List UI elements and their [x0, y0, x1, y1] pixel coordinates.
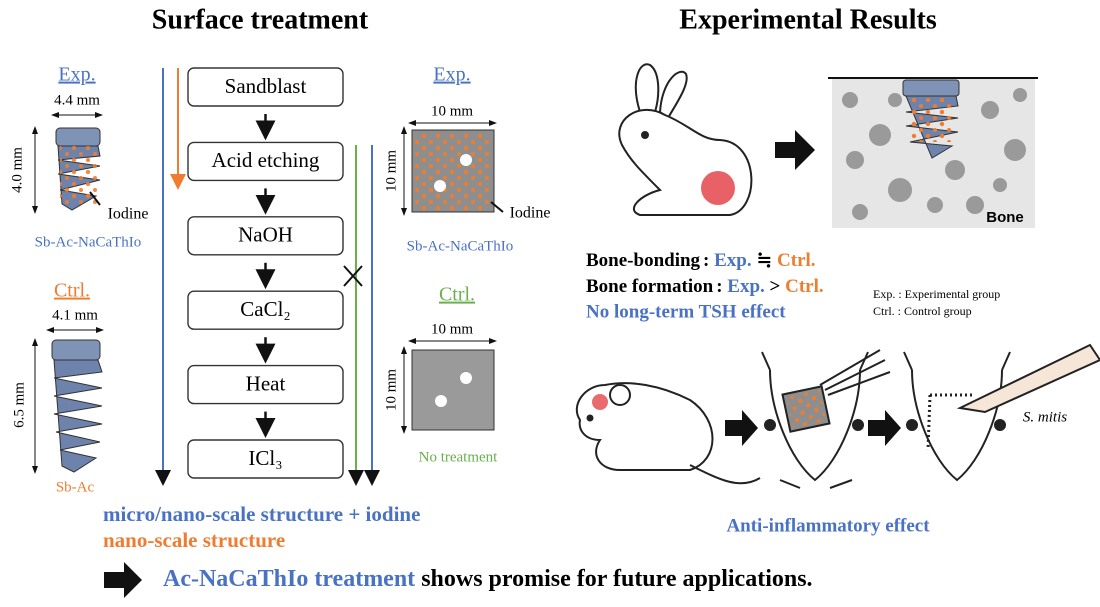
step-box	[187, 67, 344, 107]
arrow	[775, 130, 815, 170]
pointer	[490, 201, 504, 213]
step-label: Heat	[246, 371, 286, 395]
step-box	[187, 141, 344, 182]
arrow	[868, 410, 901, 446]
step-label: Sandblast	[225, 74, 307, 98]
step-label: ICl₃	[248, 446, 282, 470]
dimension-label: 10 mm	[383, 369, 399, 411]
pointer	[89, 191, 101, 206]
dimension-label: 4.1 mm	[52, 307, 98, 323]
ctrl-label: Ctrl.	[777, 250, 816, 271]
pointer-label: Iodine	[108, 206, 149, 223]
implant	[51, 339, 103, 473]
process-steps: Sandblast Acid etching NaOH CaCl₂ Heat ICl₃	[187, 67, 344, 479]
arrow	[725, 410, 758, 446]
plate	[411, 129, 495, 213]
result-caption: Anti-inflammatory effect	[726, 515, 930, 536]
rat-head	[903, 343, 1100, 482]
separator: :	[703, 250, 709, 271]
arrow	[104, 562, 142, 598]
group-label: Exp.	[58, 64, 95, 86]
relation: >	[770, 276, 781, 297]
exp-label: Exp.	[714, 250, 752, 271]
rat-head	[761, 349, 891, 489]
dimension-label: 4.0 mm	[9, 147, 25, 193]
result-line: Bone-bonding: Exp. ≒ Ctrl.	[586, 250, 816, 271]
section-title: Experimental Results	[679, 4, 937, 35]
group-label: Ctrl.	[54, 280, 90, 302]
dimension-label: 4.4 mm	[54, 92, 100, 108]
plate-name: No treatment	[419, 449, 499, 465]
dimension-label: 10 mm	[431, 103, 473, 119]
abbreviation: Ctrl. : Control group	[873, 304, 972, 318]
conclusion: Ac-NaCaThIo treatment shows promise for …	[163, 566, 813, 592]
rat	[575, 382, 761, 485]
separator: :	[716, 276, 722, 297]
step-box	[187, 216, 344, 256]
step-box	[187, 290, 344, 330]
result-label: Bone formation	[586, 276, 714, 297]
exp-label: Exp.	[727, 276, 765, 297]
bacteria-label: S. mitis	[1023, 409, 1067, 425]
rabbit	[618, 63, 753, 216]
implant-name: Sb-Ac-NaCaThIo	[35, 234, 142, 250]
step-label: Acid etching	[212, 148, 320, 172]
implant-name: Sb-Ac	[56, 479, 95, 495]
ctrl-label: Ctrl.	[785, 276, 824, 297]
plate-name: Sb-Ac-NaCaThIo	[407, 238, 514, 254]
step-box	[187, 439, 344, 479]
bone-section	[828, 77, 1038, 228]
plate	[411, 349, 495, 431]
dimension-label: 10 mm	[383, 150, 399, 192]
result-line: Bone formation: Exp. > Ctrl.	[586, 276, 824, 297]
bone-label: Bone	[986, 209, 1024, 226]
pointer-label: Iodine	[510, 205, 551, 222]
step-box	[187, 364, 344, 405]
step-label: CaCl₂	[240, 297, 291, 321]
dimension-label: 6.5 mm	[11, 382, 27, 428]
dimension-label: 10 mm	[431, 321, 473, 337]
abbreviation: Exp. : Experimental group	[873, 287, 1000, 301]
group-label: Exp.	[433, 64, 470, 86]
relation: ≒	[756, 250, 772, 271]
section-title: Surface treatment	[152, 4, 369, 35]
result-line: No long-term TSH effect	[586, 301, 786, 322]
cross-mark	[343, 265, 363, 287]
result-label: Bone-bonding	[586, 250, 701, 271]
step-label: NaOH	[238, 223, 293, 247]
conclusion-highlight: Ac-NaCaThIo treatment	[163, 566, 415, 592]
conclusion-text: shows promise for future applications.	[421, 566, 812, 592]
legend-item: nano-scale structure	[103, 528, 285, 552]
legend-item: micro/nano-scale structure + iodine	[103, 502, 420, 526]
group-label: Ctrl.	[439, 284, 475, 306]
